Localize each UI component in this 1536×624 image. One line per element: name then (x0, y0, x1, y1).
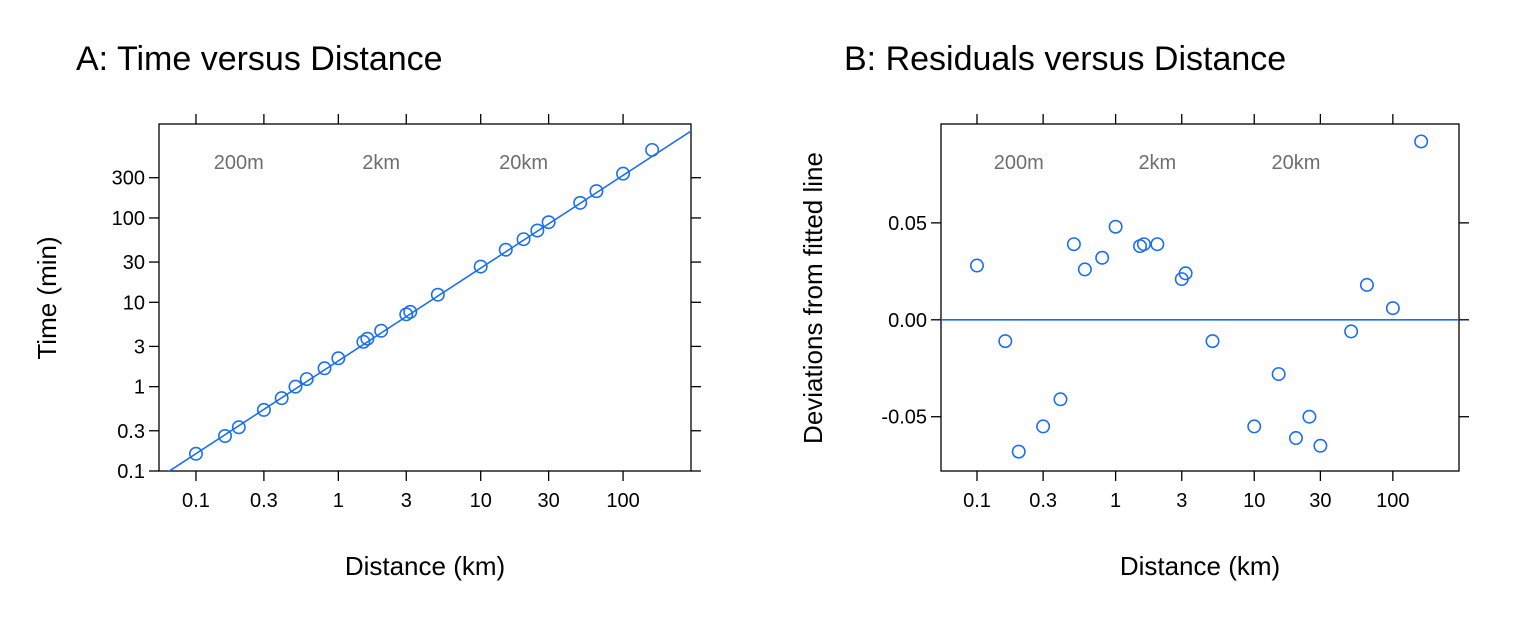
panel-a: A: Time versus Distance Distance (km) Ti… (32, 40, 701, 581)
panel-a-x-tick-label: 0.3 (250, 490, 278, 512)
panel-b-top-scale-label: 20km (1272, 152, 1321, 174)
panel-b-y-axis-label: Deviations from fitted line (798, 152, 828, 444)
panel-b-data-point (1359, 277, 1374, 292)
panel-a-y-tick-label: 30 (123, 252, 145, 274)
panel-b-x-tick-label: 0.3 (1029, 490, 1057, 512)
panel-a-top-scale-label: 20km (499, 152, 548, 174)
panel-a-plot-frame (158, 123, 692, 472)
panel-b-data-point (1095, 250, 1110, 265)
panel-a-data-point (430, 287, 445, 302)
panel-a-y-tick-label: 10 (123, 292, 145, 314)
panel-a-top-scale-label: 2km (362, 152, 400, 174)
panel-b-data-point (1036, 419, 1051, 434)
panel-b-y-tick-label: -0.05 (881, 407, 927, 429)
panel-a-y-axis-label: Time (min) (32, 236, 62, 359)
panel-a-x-tick-label: 30 (538, 490, 560, 512)
panel-a-data-point (516, 232, 531, 247)
panel-b-data-point (1414, 134, 1429, 149)
panel-a-top-scale-label: 200m (214, 152, 264, 174)
panel-a-data-point (573, 195, 588, 210)
panel-a-y-tick-label: 100 (112, 208, 145, 230)
panel-a-data-point (360, 331, 375, 346)
panel-a-data-point (231, 420, 246, 435)
panel-a-data-point (317, 361, 332, 376)
panel-a-y-tick-label: 3 (134, 336, 145, 358)
panel-a-y-tick-label: 300 (112, 168, 145, 190)
panel-b-x-axis-label: Distance (km) (1120, 551, 1280, 581)
panel-b-data-point (1344, 324, 1359, 339)
panel-a-data-point (218, 428, 233, 443)
panel-a-data-point (473, 259, 488, 274)
panel-b-data-point (1108, 219, 1123, 234)
panel-a-y-tick-label: 0.3 (117, 421, 145, 443)
panel-b: B: Residuals versus Distance Distance (k… (798, 40, 1469, 581)
panel-b-x-tick-label: 100 (1376, 490, 1409, 512)
panel-b-data-point (1313, 438, 1328, 453)
panel-a-x-tick-label: 1 (333, 490, 344, 512)
panel-b-data-point (1077, 262, 1092, 277)
panel-a-x-axis-label: Distance (km) (345, 551, 505, 581)
panel-b-data-point (1150, 237, 1165, 252)
panel-a-y-tick-label: 1 (134, 377, 145, 399)
panel-b-top-scale-label: 2km (1138, 152, 1176, 174)
panel-b-x-tick-label: 10 (1243, 490, 1265, 512)
panel-b-data-point (1136, 237, 1151, 252)
panel-b-x-tick-label: 1 (1110, 490, 1121, 512)
panel-a-data-point (589, 184, 604, 199)
panel-a-data-point (530, 223, 545, 238)
panel-a-data-point (331, 351, 346, 366)
panel-a-data-point (356, 334, 371, 349)
panel-a-x-tick-label: 100 (606, 490, 639, 512)
panel-a-data-point (616, 166, 631, 181)
panel-a-data-point (498, 242, 513, 257)
panel-b-plot-frame (940, 123, 1460, 472)
panel-a-data-point (256, 402, 271, 417)
panel-a-data-point (188, 446, 203, 461)
panel-b-title: B: Residuals versus Distance (844, 40, 1286, 78)
panel-b-data-point (1178, 266, 1193, 281)
panel-a-data-point (288, 379, 303, 394)
panel-b-y-tick-label: 0.00 (888, 310, 927, 332)
panel-a-y-tick-label: 0.1 (117, 461, 145, 483)
panel-b-data-point (1011, 444, 1026, 459)
panel-a-data-point (541, 215, 556, 230)
panel-a-data-point (645, 142, 660, 157)
panel-b-data-point (1288, 431, 1303, 446)
panel-b-data-point (1205, 334, 1220, 349)
panel-b-top-scale-label: 200m (994, 152, 1044, 174)
panel-b-x-tick-label: 0.1 (963, 490, 991, 512)
panel-a-data-point (403, 304, 418, 319)
panel-a-data-point (299, 372, 314, 387)
panel-a-data-point (274, 391, 289, 406)
panel-a-fitted-line (167, 130, 691, 471)
panel-b-data-point (969, 258, 984, 273)
panel-b-data-point (1302, 409, 1317, 424)
panel-b-data-point (998, 334, 1013, 349)
panel-a-data-point (374, 323, 389, 338)
panel-a-x-tick-label: 10 (470, 490, 492, 512)
panel-b-data-point (1247, 419, 1262, 434)
panel-b-data-point (1066, 237, 1081, 252)
panel-b-data-point (1271, 367, 1286, 382)
panel-a-title: A: Time versus Distance (76, 40, 443, 78)
panel-b-data-point (1053, 392, 1068, 407)
panel-b-x-tick-label: 30 (1309, 490, 1331, 512)
panel-a-x-tick-label: 0.1 (182, 490, 210, 512)
panel-b-data-point (1385, 301, 1400, 316)
panel-a-x-tick-label: 3 (401, 490, 412, 512)
panel-b-x-tick-label: 3 (1176, 490, 1187, 512)
panel-b-y-tick-label: 0.05 (888, 213, 927, 235)
